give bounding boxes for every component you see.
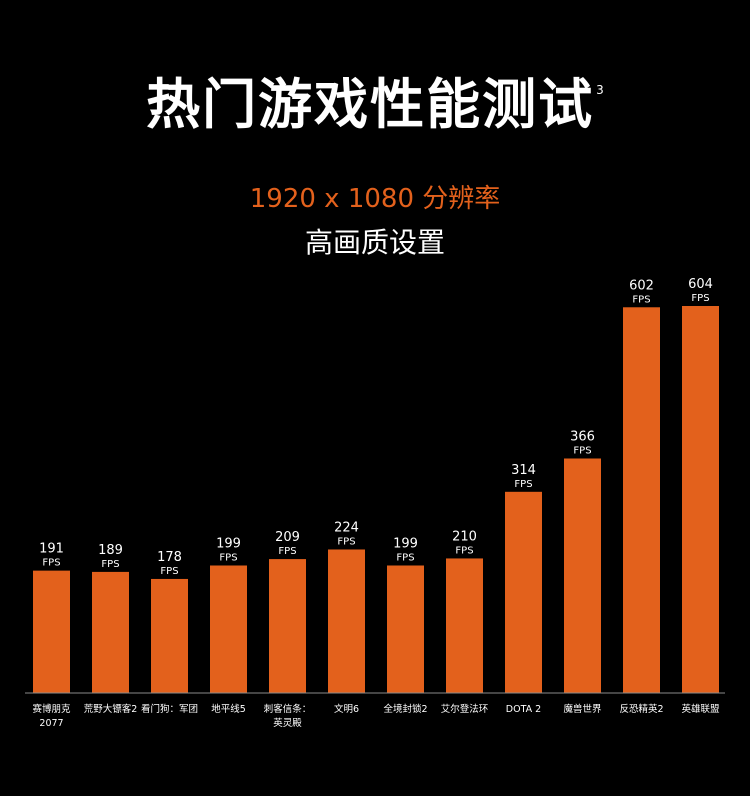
category-label-1: 荒野大镖客2 xyxy=(84,703,138,715)
value-label-8: 314 xyxy=(511,463,536,478)
page-title: 热门游戏性能测试 3 xyxy=(146,73,606,136)
value-label-7: 210 xyxy=(452,529,477,544)
value-label-1: 189 xyxy=(98,543,123,558)
category-label-5: 文明6 xyxy=(334,703,359,715)
unit-label-5: FPS xyxy=(337,536,355,547)
unit-label-3: FPS xyxy=(219,552,237,563)
unit-label-2: FPS xyxy=(160,566,178,577)
unit-label-6: FPS xyxy=(396,552,414,563)
value-label-5: 224 xyxy=(334,520,359,535)
bar-4 xyxy=(269,559,306,693)
category-label-11: 英雄联盟 xyxy=(681,703,720,715)
title-block: 热门游戏性能测试 3 xyxy=(0,78,750,132)
value-label-10: 602 xyxy=(629,278,654,293)
category-label-10: 反恐精英2 xyxy=(619,703,663,715)
value-label-6: 199 xyxy=(393,536,418,551)
value-label-11: 604 xyxy=(688,277,713,292)
unit-label-10: FPS xyxy=(632,294,650,305)
category-label-6: 全境封锁2 xyxy=(383,703,427,715)
unit-label-8: FPS xyxy=(514,479,532,490)
unit-label-0: FPS xyxy=(42,558,60,569)
value-label-4: 209 xyxy=(275,530,300,545)
bar-3 xyxy=(210,565,247,693)
bar-11 xyxy=(682,306,719,693)
category-label-7: 艾尔登法环 xyxy=(441,703,489,715)
title-footnote: 3 xyxy=(596,83,606,97)
bar-7 xyxy=(446,558,483,693)
bar-0 xyxy=(33,570,70,693)
unit-label-11: FPS xyxy=(691,293,709,304)
value-label-3: 199 xyxy=(216,536,241,551)
bar-9 xyxy=(564,458,601,693)
category-label-9: 魔兽世界 xyxy=(563,703,602,715)
value-label-2: 178 xyxy=(157,550,182,565)
unit-label-9: FPS xyxy=(573,445,591,456)
resolution-subtitle: 1920 x 1080 分辨率 xyxy=(249,184,501,214)
unit-label-4: FPS xyxy=(278,546,296,557)
labels-group: 191FPS赛博朋克2077189FPS荒野大镖客2178FPS看门狗：军团19… xyxy=(32,277,720,729)
category-label-4-line2: 英灵殿 xyxy=(273,717,302,729)
bar-8 xyxy=(505,491,542,693)
unit-label-7: FPS xyxy=(455,545,473,556)
category-label-2: 看门狗：军团 xyxy=(141,703,198,715)
value-label-0: 191 xyxy=(39,542,64,557)
category-label-4: 刺客信条： xyxy=(264,703,312,715)
bar-2 xyxy=(151,578,188,693)
value-label-9: 366 xyxy=(570,429,595,444)
bar-1 xyxy=(92,571,129,693)
category-label-0-line2: 2077 xyxy=(39,718,63,729)
bar-10 xyxy=(623,307,660,693)
bar-6 xyxy=(387,565,424,693)
unit-label-1: FPS xyxy=(101,559,119,570)
bar-5 xyxy=(328,549,365,693)
category-label-8: DOTA 2 xyxy=(506,704,541,715)
category-label-0: 赛博朋克 xyxy=(32,703,71,715)
bars-group xyxy=(33,306,719,693)
quality-subtitle: 高画质设置 xyxy=(304,226,445,259)
category-label-3: 地平线5 xyxy=(211,703,246,715)
